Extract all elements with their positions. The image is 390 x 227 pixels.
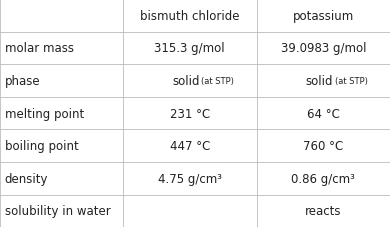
- Text: (at STP): (at STP): [202, 77, 234, 86]
- Text: 231 °C: 231 °C: [170, 107, 210, 120]
- Text: 760 °C: 760 °C: [303, 140, 344, 153]
- Text: bismuth chloride: bismuth chloride: [140, 10, 239, 23]
- Text: 447 °C: 447 °C: [170, 140, 210, 153]
- Text: reacts: reacts: [305, 205, 342, 217]
- Text: 4.75 g/cm³: 4.75 g/cm³: [158, 172, 222, 185]
- Text: 39.0983 g/mol: 39.0983 g/mol: [280, 42, 366, 55]
- Text: boiling point: boiling point: [5, 140, 78, 153]
- Text: phase: phase: [5, 75, 40, 88]
- Text: 0.86 g/cm³: 0.86 g/cm³: [291, 172, 355, 185]
- Text: 64 °C: 64 °C: [307, 107, 340, 120]
- Text: 315.3 g/mol: 315.3 g/mol: [154, 42, 225, 55]
- Text: solubility in water: solubility in water: [5, 205, 110, 217]
- Text: melting point: melting point: [5, 107, 84, 120]
- Text: (at STP): (at STP): [335, 77, 368, 86]
- Text: solid: solid: [172, 75, 200, 88]
- Text: molar mass: molar mass: [5, 42, 74, 55]
- Text: density: density: [5, 172, 48, 185]
- Text: potassium: potassium: [292, 10, 354, 23]
- Text: solid: solid: [306, 75, 333, 88]
